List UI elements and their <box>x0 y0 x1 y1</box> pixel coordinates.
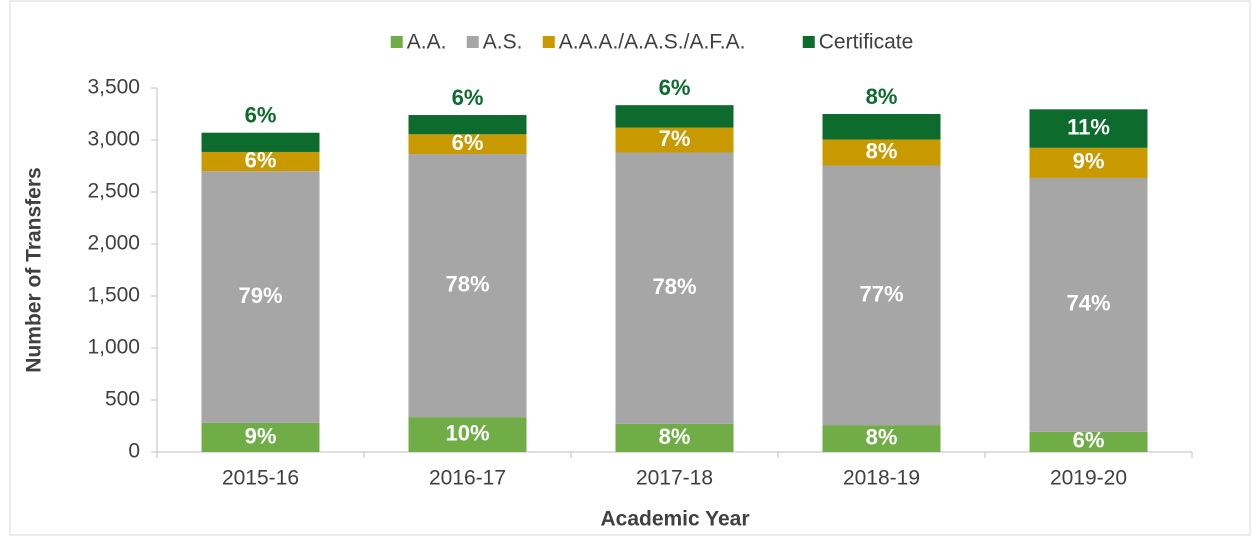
data-label: 78% <box>445 271 489 296</box>
bar-segment <box>408 417 527 452</box>
bar-segment <box>1029 147 1148 178</box>
y-tick-label: 0 <box>128 440 140 463</box>
bar-segment <box>822 165 941 426</box>
bar-segment <box>822 139 941 166</box>
data-label: 74% <box>1066 291 1110 316</box>
data-label: 10% <box>445 420 489 445</box>
data-label: 77% <box>859 281 903 306</box>
bar-segment <box>1029 431 1148 452</box>
legend-swatch <box>802 36 815 48</box>
data-label: 79% <box>238 283 282 308</box>
y-axis-label: Number of Transfers <box>23 167 46 372</box>
legend-label: A.S. <box>483 31 523 54</box>
bar-segment <box>615 105 734 128</box>
x-tick-label: 2015-16 <box>222 467 299 490</box>
data-label: 8% <box>866 84 898 109</box>
y-tick-label: 3,000 <box>87 128 140 151</box>
data-label: 11% <box>1067 114 1110 139</box>
bar-segment <box>822 425 941 452</box>
data-label: 8% <box>866 138 898 163</box>
data-label: 7% <box>659 126 691 151</box>
bar-segment <box>201 151 320 172</box>
x-tick-label: 2019-20 <box>1050 467 1127 490</box>
bar-segment <box>408 154 527 418</box>
x-axis-label: Academic Year <box>600 508 749 531</box>
bar-segment <box>615 152 734 424</box>
legend-swatch <box>390 36 403 48</box>
legend-label: A.A. <box>407 31 447 54</box>
legend-swatch <box>466 36 479 48</box>
y-tick-label: 1,000 <box>87 336 140 359</box>
bar-segment <box>201 171 320 423</box>
bar-segment <box>201 132 320 152</box>
data-label: 78% <box>652 274 696 299</box>
bar-segment <box>615 423 734 452</box>
bar-segment <box>201 422 320 452</box>
bar-segment <box>1029 109 1148 148</box>
y-tick-label: 1,500 <box>87 284 140 307</box>
data-label: 6% <box>245 103 277 128</box>
data-label: 9% <box>245 423 277 448</box>
bar-segment <box>822 114 941 140</box>
data-label: 8% <box>866 425 898 450</box>
x-tick-label: 2018-19 <box>843 467 920 490</box>
legend-label: A.A.A./A.A.S./A.F.A. <box>559 31 746 54</box>
data-label: 6% <box>452 85 484 110</box>
bar-segment <box>408 115 527 135</box>
y-tick-label: 2,000 <box>87 232 140 255</box>
data-label: 9% <box>1073 149 1105 174</box>
y-tick-label: 500 <box>105 388 140 411</box>
legend-label: Certificate <box>819 31 914 54</box>
y-tick-label: 2,500 <box>87 180 140 203</box>
x-tick-label: 2017-18 <box>636 467 713 490</box>
bar-segment <box>615 127 734 153</box>
x-tick-label: 2016-17 <box>429 467 506 490</box>
data-label: 6% <box>659 75 691 100</box>
data-label: 8% <box>659 424 691 449</box>
y-tick-label: 3,500 <box>87 76 140 99</box>
bar-segment <box>408 134 527 155</box>
bar-segment <box>1029 177 1148 432</box>
legend-swatch <box>542 36 555 48</box>
data-label: 6% <box>1073 428 1105 453</box>
